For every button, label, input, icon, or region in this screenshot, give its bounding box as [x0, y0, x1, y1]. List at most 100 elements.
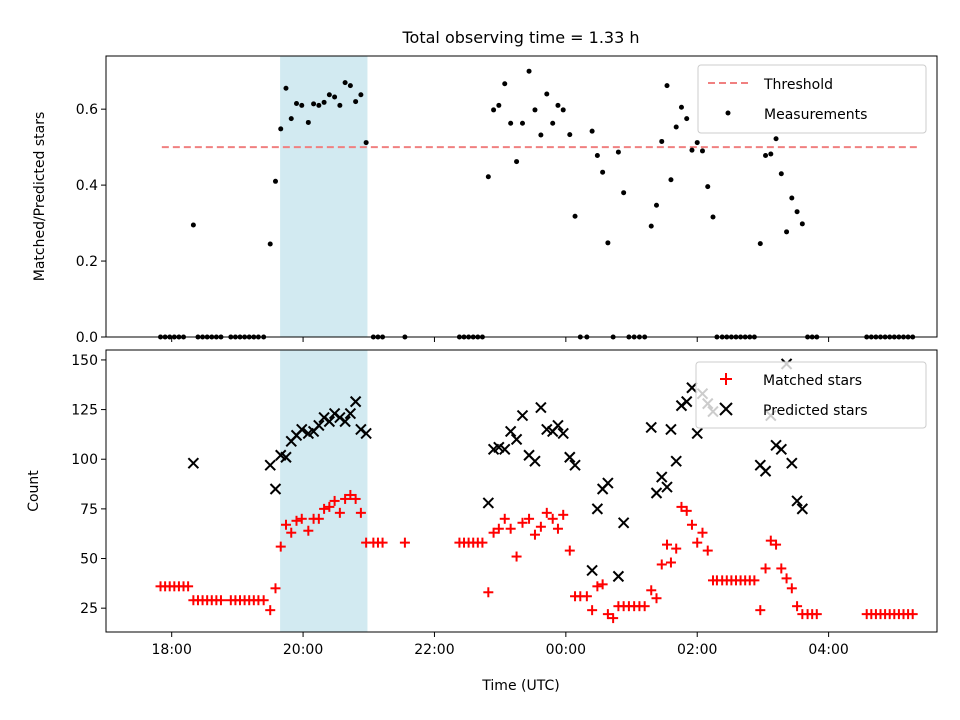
predicted-star-point [313, 419, 325, 432]
measurement-point [491, 107, 497, 113]
measurement-point [560, 107, 566, 113]
matched-star-point [776, 563, 787, 574]
y-tick-label: 25 [80, 601, 98, 617]
matched-star-point [755, 605, 766, 616]
top-legend: Threshold Measurements [697, 64, 927, 134]
bottom-y-ticks: 25 50 75 100 125 150 [71, 353, 106, 617]
measurement-point [600, 169, 606, 175]
measurement-point [514, 159, 520, 165]
matched-star-point [692, 537, 703, 548]
bottom-x-ticks: 18:00 20:00 22:00 00:00 02:00 04:00 [152, 632, 849, 658]
predicted-star-point [349, 395, 362, 408]
matched-star-point [350, 493, 361, 504]
measurement-point [508, 120, 514, 126]
matched-star-point [524, 513, 535, 524]
matched-star-point [581, 591, 592, 602]
matched-star-point [656, 559, 667, 570]
matched-star-point [296, 513, 307, 524]
measurement-point [659, 138, 665, 144]
matched-star-point [702, 545, 713, 556]
measurements-legend-label: Measurements [764, 107, 867, 123]
predicted-star-point [661, 481, 673, 493]
bottom-legend: Matched stars Predicted stars [695, 361, 927, 429]
measurement-point [594, 152, 600, 158]
measurement-point [615, 149, 621, 155]
matched-star-point [651, 593, 662, 604]
matched-star-point [215, 595, 226, 606]
measurement-point [283, 85, 289, 91]
bottom-markers-layer [155, 358, 918, 624]
measurement-point [502, 81, 508, 87]
predicted-star-point [617, 517, 630, 529]
measurement-point [358, 92, 364, 98]
matched-star-point [377, 537, 388, 548]
predicted-star-point [670, 455, 682, 467]
predicted-star-point [645, 421, 657, 434]
measurement-point [589, 128, 595, 134]
y-tick-label: 125 [71, 403, 98, 419]
measurement-point [763, 152, 769, 158]
predicted-star-point [344, 407, 357, 420]
measurement-point [653, 202, 659, 208]
matched-star-point [541, 507, 552, 518]
predicted-star-point [775, 443, 788, 456]
predicted-star-point [786, 457, 798, 469]
measurement-point [664, 83, 670, 89]
measurement-point [555, 102, 561, 108]
matched-star-point [771, 539, 782, 550]
measurement-point [190, 222, 196, 228]
measurement-point [550, 120, 556, 126]
matched-star-point [602, 609, 613, 620]
matched-star-point [265, 605, 276, 616]
matched-star-point [483, 587, 494, 598]
x-tick-label: 20:00 [283, 642, 323, 658]
measurement-point [526, 68, 532, 74]
matched-star-point [639, 601, 650, 612]
x-tick-label: 04:00 [808, 642, 848, 658]
matched-star-point [907, 609, 918, 620]
predicted-star-point [691, 427, 703, 440]
predicted-star-point [504, 425, 517, 438]
predicted-star-point [482, 497, 495, 509]
measurement-point [689, 147, 695, 153]
measurement-point [485, 174, 491, 180]
measurement-point [532, 107, 538, 113]
measurement-point [684, 116, 690, 122]
matched-star-point [547, 513, 558, 524]
measurement-point [794, 209, 800, 215]
matched-star-point [765, 535, 776, 546]
measurement-point [605, 240, 611, 246]
matched-star-point [334, 507, 345, 518]
measurement-point [773, 136, 779, 142]
measurement-point [305, 119, 311, 125]
matched-star-point [597, 579, 608, 590]
matched-star-point [517, 517, 528, 528]
matched-star-point [552, 523, 563, 534]
measurement-point [347, 83, 353, 89]
measurement-point [288, 116, 294, 122]
matched-star-point [355, 507, 366, 518]
measurement-point [648, 223, 654, 229]
matched-star-point [786, 583, 797, 594]
matched-star-point [280, 519, 291, 530]
predicted-star-point [269, 483, 282, 495]
measurement-point [538, 132, 544, 138]
predicted-star-point [564, 451, 576, 463]
measurement-point [799, 221, 805, 227]
measurement-point [705, 184, 711, 190]
matched-star-point [258, 595, 269, 606]
predicted-star-point [791, 495, 803, 507]
predicted-star-point [759, 465, 772, 477]
matched-star-point [558, 509, 569, 520]
predicted-star-point [656, 471, 668, 483]
measurement-point [784, 229, 790, 235]
top-legend-box [697, 64, 927, 134]
predicted-star-point [360, 427, 372, 440]
predicted-star-point [323, 415, 336, 428]
predicted-star-point [187, 457, 200, 469]
y-tick-label: 150 [71, 353, 98, 369]
top-observing-window-shade [280, 56, 368, 337]
matched-star-point [671, 543, 682, 554]
predicted-star-point [650, 487, 663, 499]
